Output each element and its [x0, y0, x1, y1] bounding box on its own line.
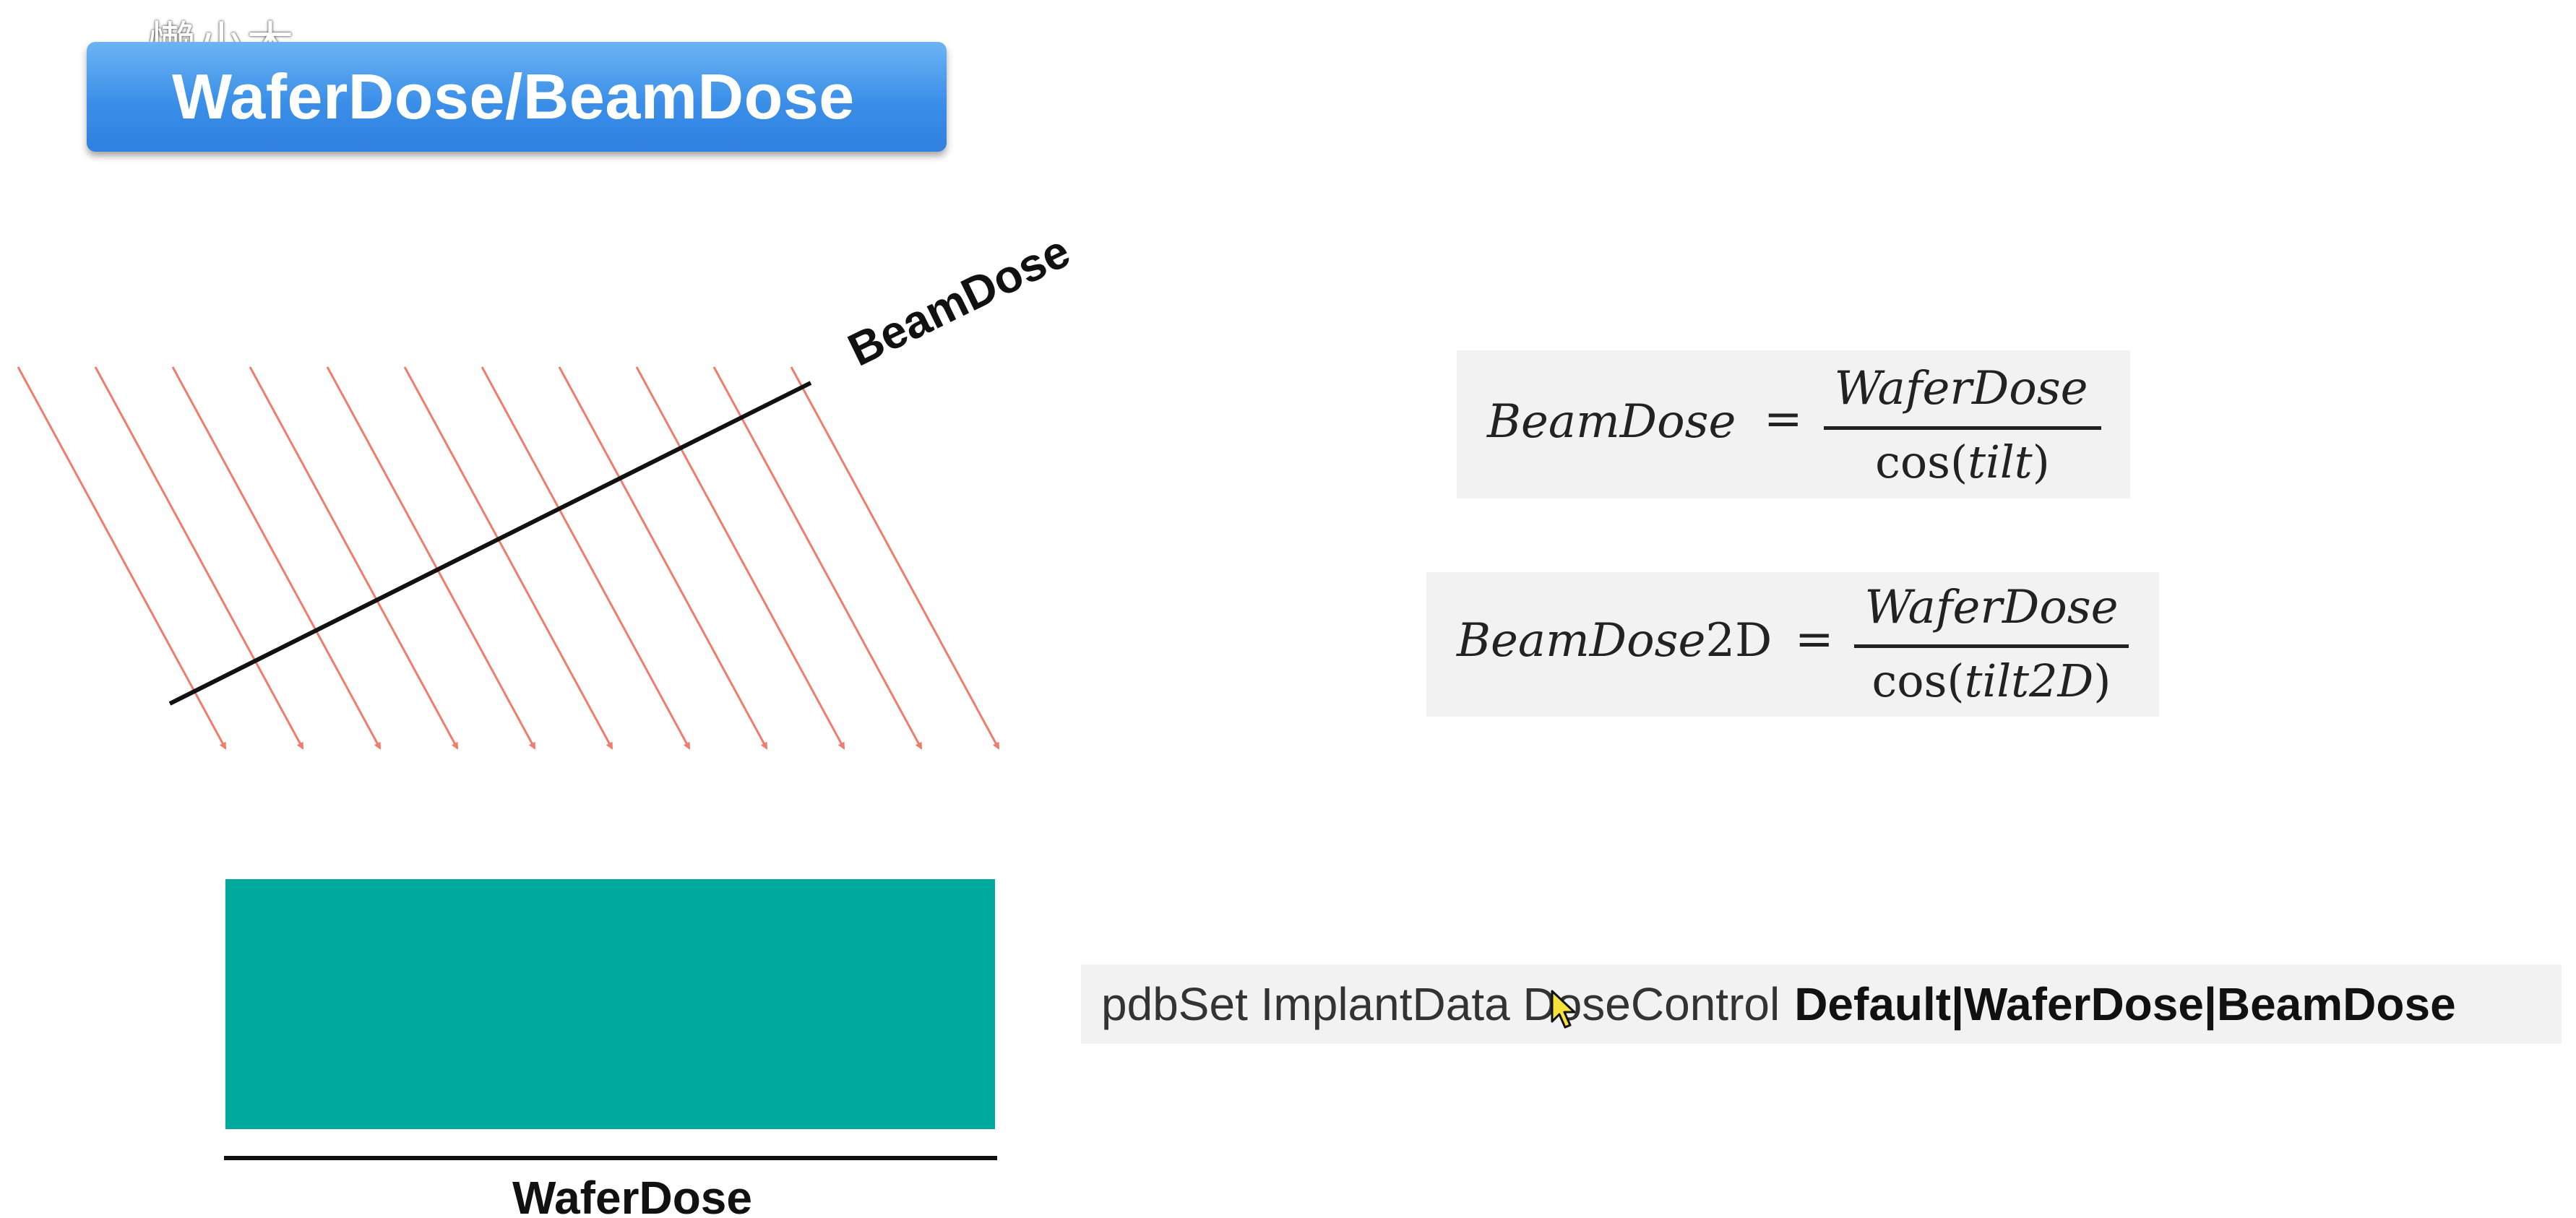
formula-lhs: BeamDose2D — [1457, 614, 1772, 668]
equals-sign: = — [1795, 613, 1834, 666]
fraction-bar — [1854, 644, 2129, 648]
mouse-pointer-icon — [1551, 990, 1576, 1029]
beam-dose-2d-formula: BeamDose2D = WaferDose cos(tilt2D) — [1426, 572, 2159, 717]
ion-beam-rays — [17, 366, 1000, 750]
ion-ray-arrow — [635, 366, 845, 750]
lhs-variable: BeamDose — [1457, 614, 1706, 668]
page-title: WaferDose/BeamDose — [172, 61, 855, 132]
formula-numerator: WaferDose — [1864, 581, 2119, 634]
ion-ray-arrow — [171, 366, 382, 750]
ion-ray-arrow — [481, 366, 691, 750]
ion-ray-arrow — [249, 366, 459, 750]
command-prefix: pdbSet ImplantData DoseControl — [1101, 978, 1780, 1030]
cos-function: cos( — [1871, 655, 1965, 707]
close-paren: ) — [2093, 655, 2111, 707]
ion-ray-arrow — [94, 366, 304, 750]
beam-dose-formula: BeamDose = WaferDose cos(tilt) — [1457, 350, 2130, 498]
ion-ray-arrow — [326, 366, 536, 750]
command-line: pdbSet ImplantData DoseControl Default|W… — [1081, 964, 2562, 1044]
lhs-suffix: 2D — [1705, 614, 1772, 668]
close-paren: ) — [2032, 436, 2050, 488]
ion-ray-arrow — [403, 366, 613, 750]
fraction-bar — [1824, 426, 2101, 430]
title-banner: WaferDose/BeamDose — [87, 42, 947, 152]
equals-sign: = — [1764, 392, 1803, 446]
formula-denominator: cos(tilt) — [1824, 436, 2101, 488]
beam-dose-line — [168, 381, 812, 706]
wafer-dose-label: WaferDose — [512, 1172, 752, 1218]
command-options: Default|WaferDose|BeamDose — [1794, 978, 2456, 1030]
beam-dose-label: BeamDose — [840, 225, 1078, 376]
ion-ray-arrow — [790, 366, 1000, 750]
formula-denominator: cos(tilt2D) — [1854, 655, 2129, 707]
tilt-variable: tilt — [1968, 436, 2033, 488]
wafer-rectangle — [225, 879, 995, 1129]
ion-ray-arrow — [17, 366, 227, 750]
formula-numerator: WaferDose — [1834, 362, 2088, 415]
cos-function: cos( — [1875, 436, 1968, 488]
tilt2d-variable: tilt2D — [1964, 655, 2094, 707]
ion-ray-arrow — [558, 366, 768, 750]
formula-lhs: BeamDose — [1487, 395, 1736, 449]
ion-ray-arrow — [712, 366, 923, 750]
